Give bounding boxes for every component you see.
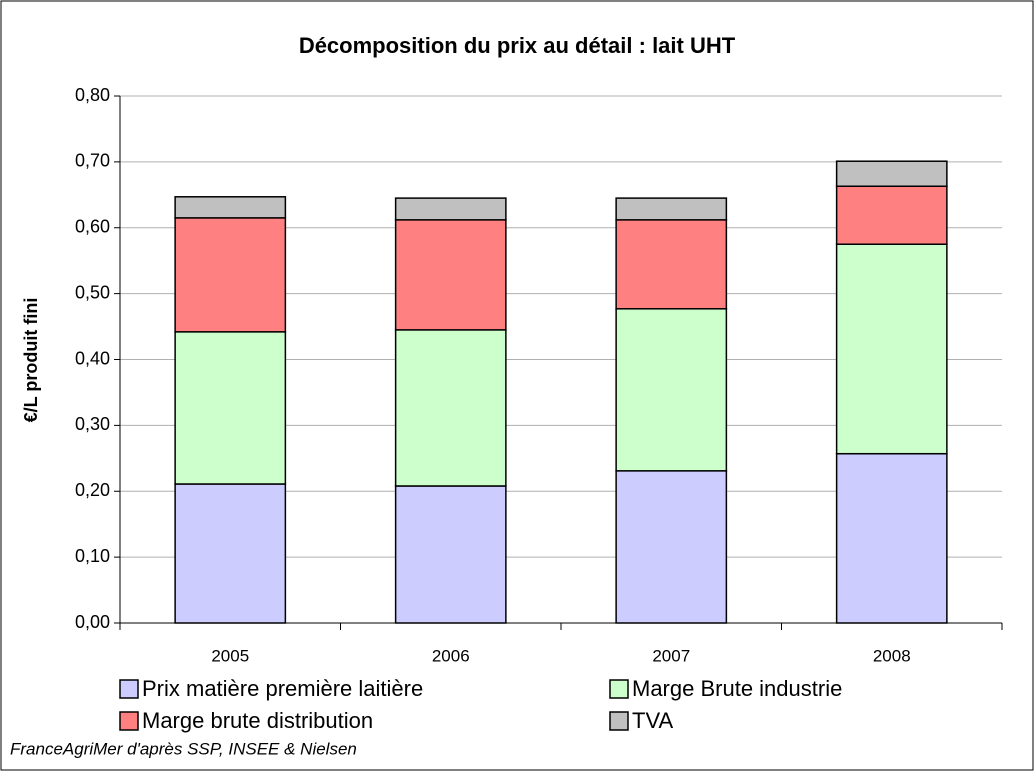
- bar-segment: [394, 485, 507, 624]
- bar-segment: [835, 160, 948, 187]
- bar-segment: [174, 331, 287, 485]
- bar-segment: [174, 483, 287, 624]
- y-tick-label: 0,80: [75, 85, 110, 105]
- bar-segment: [394, 329, 507, 487]
- x-tick-label: 2007: [652, 646, 690, 665]
- y-tick-label: 0,00: [75, 612, 110, 632]
- y-tick-label: 0,50: [75, 282, 110, 302]
- bar-segment: [835, 452, 948, 624]
- bar-segment: [174, 217, 287, 333]
- x-tick-label: 2005: [211, 646, 249, 665]
- bar-segment: [615, 197, 728, 221]
- y-tick-label: 0,30: [75, 414, 110, 434]
- y-tick-label: 0,40: [75, 348, 110, 368]
- y-axis-label: €/L produit fini: [21, 298, 41, 423]
- chart-title: Décomposition du prix au détail : lait U…: [299, 33, 736, 58]
- legend-swatch: [609, 711, 629, 731]
- source: FranceAgriMer d'après SSP, INSEE & Niels…: [10, 739, 357, 758]
- legend-label: Prix matière première laitière: [142, 676, 423, 701]
- bar-segment: [174, 196, 287, 219]
- y-tick-label: 0,10: [75, 546, 110, 566]
- bar-segment: [615, 219, 728, 310]
- x-tick-label: 2006: [432, 646, 470, 665]
- legend-swatch: [119, 679, 139, 699]
- legend-label: Marge Brute industrie: [632, 676, 842, 701]
- x-tick-label: 2008: [873, 646, 911, 665]
- legend-swatch: [119, 711, 139, 731]
- legend-label: TVA: [632, 708, 673, 733]
- bar-segment: [835, 185, 948, 245]
- bar-segment: [394, 197, 507, 221]
- bar-segment: [615, 470, 728, 624]
- bar-segment: [394, 219, 507, 331]
- y-tick-label: 0,60: [75, 217, 110, 237]
- y-tick-label: 0,70: [75, 151, 110, 171]
- legend-label: Marge brute distribution: [142, 708, 373, 733]
- legend-swatch: [609, 679, 629, 699]
- y-tick-label: 0,20: [75, 480, 110, 500]
- bar-segment: [615, 308, 728, 472]
- bar-segment: [835, 243, 948, 455]
